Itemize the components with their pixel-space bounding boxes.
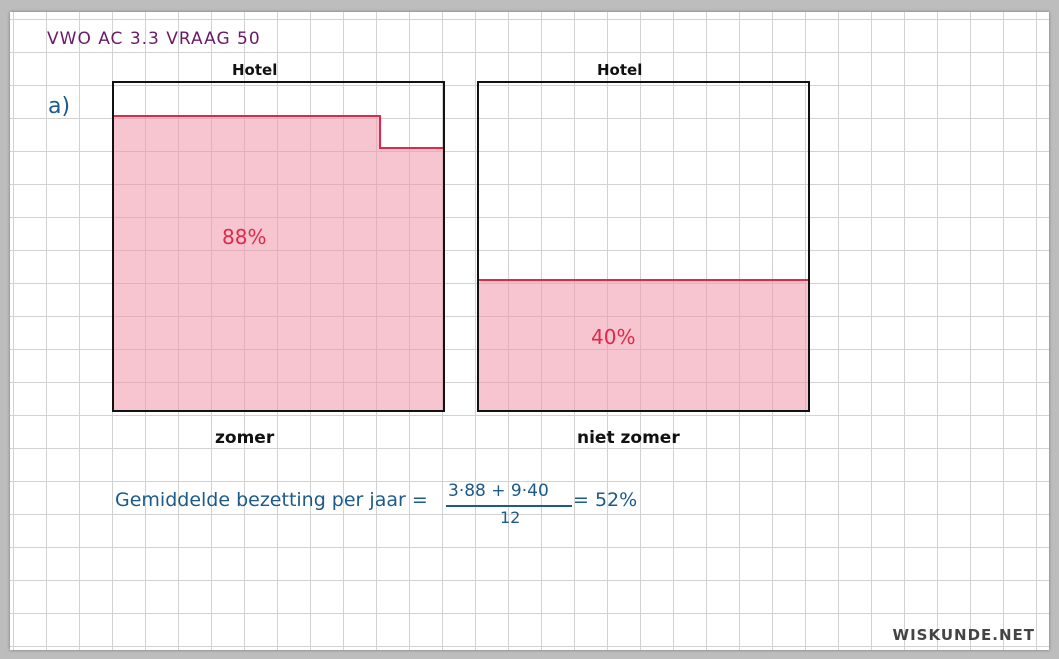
hotel-label-summer: Hotel xyxy=(232,61,278,79)
caption-non-summer: niet zomer xyxy=(577,428,680,448)
fraction-bar xyxy=(446,505,572,507)
formula-result: = 52% xyxy=(573,489,638,511)
formula-denominator: 12 xyxy=(500,508,521,527)
occupancy-fill xyxy=(114,115,379,410)
occupancy-percent-non-summer: 40% xyxy=(591,325,636,349)
occupancy-line xyxy=(479,279,808,281)
page-title: VWO AC 3.3 VRAAG 50 xyxy=(47,29,261,49)
brand-watermark: WISKUNDE.NET xyxy=(892,626,1035,644)
occupancy-line xyxy=(379,147,443,149)
whiteboard: VWO AC 3.3 VRAAG 50 a) Hotel 88% zomer H… xyxy=(10,12,1049,650)
occupancy-fill xyxy=(379,148,443,410)
occupancy-line xyxy=(114,115,380,117)
occupancy-line xyxy=(379,115,381,149)
occupancy-fill xyxy=(479,280,808,410)
part-label: a) xyxy=(48,94,71,119)
occupancy-percent-summer: 88% xyxy=(222,225,267,249)
hotel-label-non-summer: Hotel xyxy=(597,61,643,79)
hotel-box-non-summer xyxy=(477,81,810,412)
caption-summer: zomer xyxy=(215,428,275,448)
formula-numerator: 3·88 + 9·40 xyxy=(448,481,549,501)
hotel-box-summer xyxy=(112,81,445,412)
formula-label: Gemiddelde bezetting per jaar = xyxy=(115,489,428,511)
